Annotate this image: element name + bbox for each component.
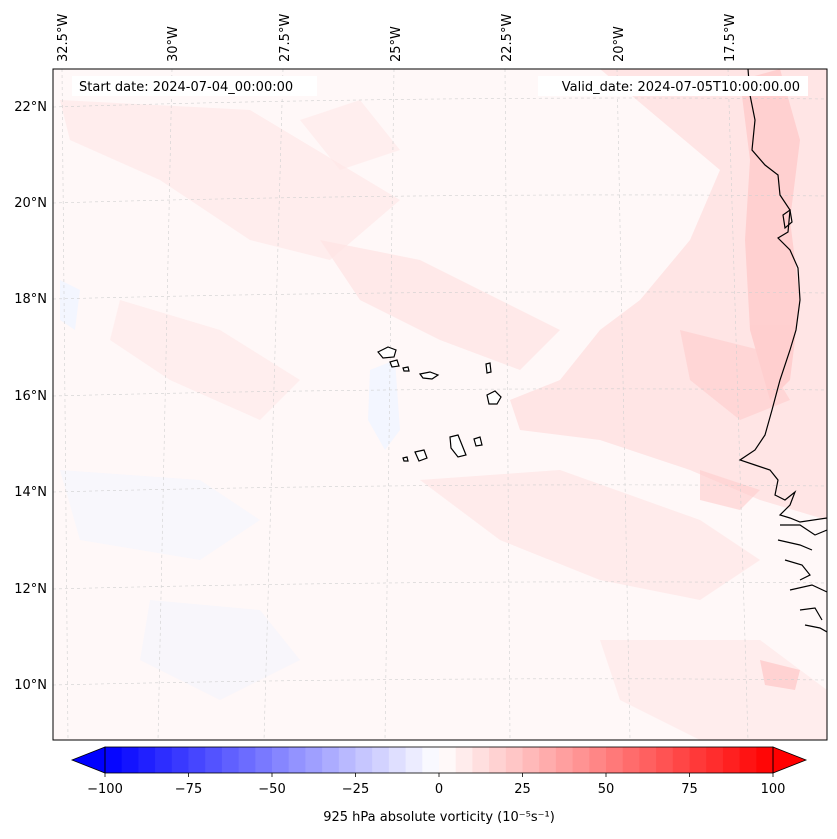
island-boa-vista	[486, 390, 502, 405]
colorbar-bin	[272, 747, 290, 773]
colorbar-bin	[522, 747, 540, 773]
colorbar: −100 −75 −50 −25 0 25 50 75 100 925 hPa absolute…	[70, 746, 808, 825]
colorbar-bin	[121, 747, 139, 773]
lon-label: 30°W	[166, 26, 181, 62]
island-maio	[473, 436, 483, 447]
colorbar-bin	[539, 747, 557, 773]
island-santiago	[449, 434, 467, 458]
colorbar-bin	[756, 747, 774, 773]
lon-label: 17.5°W	[723, 14, 738, 62]
lat-label: 12°N	[14, 582, 47, 597]
colorbar-bin	[722, 747, 741, 773]
colorbar-bin	[188, 747, 206, 773]
colorbar-bin	[405, 747, 423, 773]
colorbar-bin	[606, 747, 624, 773]
colorbar-bin	[221, 747, 240, 773]
lon-label: 25°W	[389, 26, 404, 62]
colorbar-tick-label: 50	[598, 782, 615, 797]
lat-label: 10°N	[14, 678, 47, 693]
island-fogo	[414, 449, 428, 462]
colorbar-bin	[505, 747, 523, 773]
map-frame	[52, 68, 828, 741]
colorbar-tick-label: −25	[342, 782, 369, 797]
colorbar-bin	[305, 747, 323, 773]
valid-date-label: Valid_date: 2024-07-05T10:00:00.00	[562, 80, 800, 95]
colorbar-tick-label: 75	[681, 782, 698, 797]
lat-label: 18°N	[14, 292, 47, 307]
island-sao-vicente	[389, 359, 400, 368]
lat-label: 14°N	[14, 485, 47, 500]
colorbar-bin	[422, 747, 440, 773]
colorbar-tick-label: −75	[175, 782, 202, 797]
colorbar-bin	[288, 747, 306, 773]
colorbar-bin	[555, 747, 574, 773]
island-sal	[485, 362, 492, 374]
colorbar-bin	[105, 747, 123, 773]
colorbar-bin	[439, 747, 457, 773]
colorbar-bin	[355, 747, 373, 773]
coastline-africa	[738, 69, 827, 633]
colorbar-bin	[205, 747, 223, 773]
colorbar-bin	[656, 747, 674, 773]
strong-vorticity-shading	[680, 69, 800, 690]
colorbar-bin	[589, 747, 607, 773]
colorbar-bin	[639, 747, 657, 773]
colorbar-bin	[338, 747, 356, 773]
lon-label: 22.5°W	[500, 14, 515, 62]
colorbar-extend-max-arrow	[772, 746, 808, 774]
island-sao-nicolau	[418, 371, 440, 380]
colorbar-bins	[105, 747, 774, 773]
map-panel	[53, 69, 827, 740]
start-date-label: Start date: 2024-07-04_00:00:00	[79, 80, 293, 95]
latitude-labels: 22°N 20°N 18°N 16°N 14°N 12°N 10°N	[14, 100, 47, 693]
colorbar-bin	[489, 747, 507, 773]
colorbar-bin	[689, 747, 707, 773]
cape-verde-islands	[377, 346, 502, 462]
colorbar-bin	[455, 747, 473, 773]
island-brava	[402, 456, 409, 462]
colorbar-tick-label: 0	[435, 782, 443, 797]
lon-label: 20°W	[612, 26, 627, 62]
colorbar-bin	[171, 747, 189, 773]
island-santa-luzia	[402, 366, 410, 372]
colorbar-bin	[739, 747, 757, 773]
colorbar-tick-label: −100	[87, 782, 123, 797]
island-santo-antao	[377, 346, 397, 359]
colorbar-tick-label: 100	[761, 782, 786, 797]
colorbar-bin	[706, 747, 724, 773]
colorbar-extend-min-arrow	[70, 746, 106, 774]
colorbar-bin	[472, 747, 490, 773]
colorbar-bin	[388, 747, 407, 773]
lon-label: 32.5°W	[56, 14, 71, 62]
colorbar-bin	[238, 747, 256, 773]
colorbar-label: 925 hPa absolute vorticity (10⁻⁵s⁻¹)	[323, 810, 555, 825]
start-date-box	[72, 76, 317, 96]
lat-label: 16°N	[14, 389, 47, 404]
colorbar-bin	[372, 747, 390, 773]
colorbar-bin	[138, 747, 156, 773]
longitude-labels: 32.5°W 30°W 27.5°W 25°W 22.5°W 20°W 17.5…	[56, 14, 738, 62]
colorbar-bin	[322, 747, 340, 773]
lon-label: 27.5°W	[278, 14, 293, 62]
colorbar-bin	[255, 747, 273, 773]
colorbar-tick-label: −50	[258, 782, 285, 797]
colorbar-bin	[672, 747, 690, 773]
negative-vorticity-shading	[60, 280, 400, 700]
colorbar-ticks: −100 −75 −50 −25 0 25 50 75 100	[87, 773, 785, 797]
graticule	[53, 69, 827, 740]
valid-date-box	[538, 76, 808, 96]
colorbar-bin	[572, 747, 590, 773]
colorbar-tick-label: 25	[514, 782, 531, 797]
lat-label: 20°N	[14, 196, 47, 211]
colorbar-bin	[155, 747, 173, 773]
lat-label: 22°N	[14, 100, 47, 115]
colorbar-bin	[622, 747, 640, 773]
